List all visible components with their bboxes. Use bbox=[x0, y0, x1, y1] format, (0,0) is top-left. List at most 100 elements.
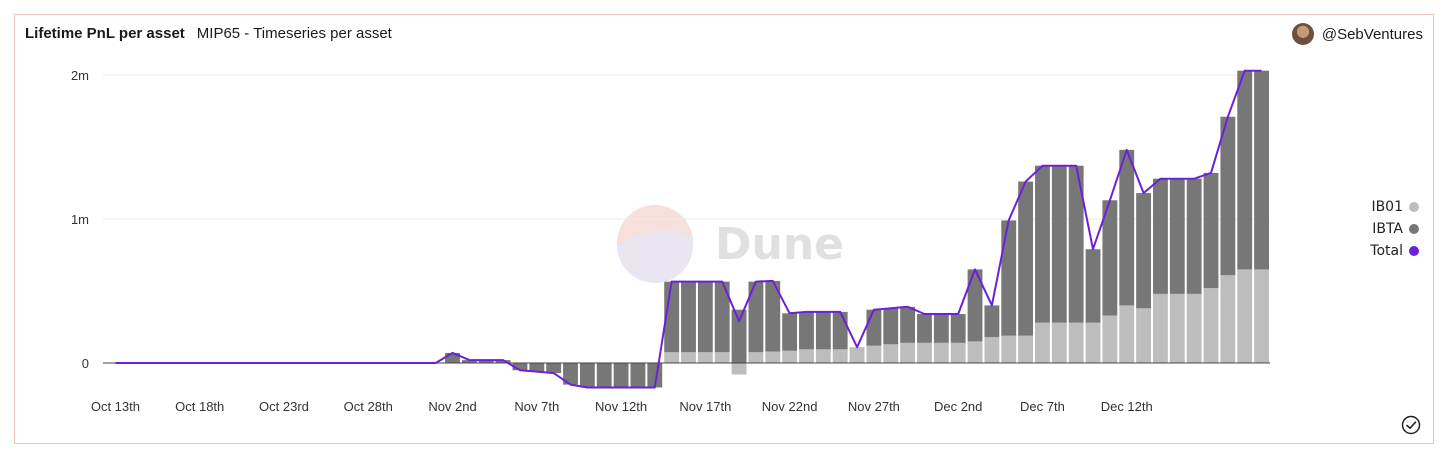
bar-ibta-46 bbox=[883, 308, 899, 345]
bar-ibta-42 bbox=[815, 311, 831, 350]
chart-subtitle: MIP65 - Timeseries per asset bbox=[196, 25, 392, 42]
bar-ibta-58 bbox=[1085, 249, 1101, 323]
bar-ibta-38 bbox=[748, 281, 764, 353]
x-tick-label-8: Nov 22nd bbox=[762, 399, 818, 414]
legend-label-ibta: IBTA bbox=[1372, 221, 1403, 237]
bar-ib01-52 bbox=[984, 337, 1000, 363]
avatar bbox=[1291, 23, 1314, 45]
bar-ibta-60 bbox=[1119, 149, 1135, 306]
bar-ibta-56 bbox=[1051, 165, 1067, 323]
bar-ib01-58 bbox=[1085, 322, 1101, 363]
bar-ib01-34 bbox=[681, 352, 696, 363]
bar-ibta-47 bbox=[900, 306, 916, 343]
bar-ibta-53 bbox=[1001, 220, 1017, 336]
watermark-logo-mid bbox=[617, 230, 694, 284]
chart-title: Lifetime PnL per asset bbox=[25, 25, 185, 42]
bar-ibta-49 bbox=[933, 314, 949, 343]
x-tick-label-2: Oct 23rd bbox=[259, 399, 309, 414]
bar-ib01-64 bbox=[1186, 293, 1202, 363]
bar-ib01-62 bbox=[1153, 293, 1168, 363]
bar-ibta-23 bbox=[495, 360, 511, 363]
bar-ibta-26 bbox=[546, 363, 562, 374]
bar-ibta-64 bbox=[1186, 178, 1202, 294]
bar-ib01-54 bbox=[1018, 335, 1034, 363]
bar-ib01-45 bbox=[866, 345, 882, 363]
bar-ib01-56 bbox=[1051, 322, 1067, 363]
bar-ibta-31 bbox=[630, 363, 646, 388]
y-tick-label-2: 2m bbox=[71, 68, 89, 83]
bar-ib01-42 bbox=[815, 349, 831, 363]
bar-ib01-37 bbox=[731, 363, 747, 375]
bar-ib01-61 bbox=[1136, 308, 1152, 363]
legend-dot-ib01 bbox=[1409, 202, 1419, 212]
bar-ib01-35 bbox=[697, 352, 713, 363]
bar-ibta-67 bbox=[1237, 70, 1253, 270]
legend-item-ib01[interactable]: IB01 bbox=[1371, 199, 1419, 215]
bar-ib01-68 bbox=[1254, 269, 1269, 363]
x-tick-label-12: Dec 12th bbox=[1101, 399, 1153, 414]
check-icon[interactable] bbox=[1401, 415, 1421, 435]
bar-ib01-49 bbox=[933, 342, 949, 363]
bar-ib01-67 bbox=[1237, 269, 1253, 363]
bar-ib01-38 bbox=[748, 352, 764, 363]
bar-ib01-46 bbox=[883, 344, 899, 363]
total-line bbox=[115, 69, 1262, 389]
bar-ibta-28 bbox=[579, 363, 595, 388]
bar-ib01-44 bbox=[849, 347, 865, 363]
legend-dot-total bbox=[1409, 246, 1419, 256]
legend-dot-ibta bbox=[1409, 224, 1419, 234]
bar-ibta-35 bbox=[697, 281, 713, 353]
bar-ibta-55 bbox=[1035, 165, 1050, 323]
bar-ib01-33 bbox=[664, 352, 680, 363]
watermark: Dune bbox=[617, 205, 844, 284]
bar-ibta-40 bbox=[782, 313, 798, 351]
bar-ib01-51 bbox=[967, 341, 983, 363]
bar-ib01-48 bbox=[917, 342, 932, 363]
title-row: Lifetime PnL per asset MIP65 - Timeserie… bbox=[25, 25, 392, 42]
bar-ibta-51 bbox=[967, 269, 983, 342]
bar-ibta-34 bbox=[681, 281, 696, 353]
chart-card: Lifetime PnL per asset MIP65 - Timeserie… bbox=[14, 14, 1434, 444]
bar-ib01-36 bbox=[714, 352, 730, 363]
author-link[interactable]: @SebVentures bbox=[1291, 23, 1423, 45]
legend-item-total[interactable]: Total bbox=[1370, 243, 1419, 259]
legend-item-ibta[interactable]: IBTA bbox=[1372, 221, 1419, 237]
bar-ibta-29 bbox=[596, 363, 612, 388]
bar-ibta-61 bbox=[1136, 193, 1152, 309]
bar-ibta-39 bbox=[765, 280, 781, 352]
legend-label-total: Total bbox=[1370, 243, 1403, 259]
bar-ibta-22 bbox=[478, 360, 494, 363]
bar-ib01-47 bbox=[900, 342, 916, 363]
bar-ibta-21 bbox=[461, 360, 477, 363]
x-tick-label-1: Oct 18th bbox=[175, 399, 224, 414]
x-tick-label-9: Nov 27th bbox=[848, 399, 900, 414]
bar-ibta-41 bbox=[799, 311, 814, 350]
bar-ibta-37 bbox=[731, 309, 747, 363]
bar-ibta-63 bbox=[1169, 178, 1185, 294]
bar-ib01-66 bbox=[1220, 275, 1236, 363]
bar-ib01-39 bbox=[765, 351, 781, 363]
x-tick-label-7: Nov 17th bbox=[679, 399, 731, 414]
bar-ibta-57 bbox=[1068, 165, 1084, 323]
bar-ibta-59 bbox=[1102, 200, 1118, 316]
x-tick-label-6: Nov 12th bbox=[595, 399, 647, 414]
legend-label-ib01: IB01 bbox=[1371, 199, 1403, 215]
bar-ib01-43 bbox=[832, 349, 848, 363]
x-tick-label-0: Oct 13th bbox=[91, 399, 140, 414]
x-tick-label-4: Nov 2nd bbox=[428, 399, 476, 414]
bar-ibta-45 bbox=[866, 309, 882, 346]
bar-ibta-54 bbox=[1018, 181, 1034, 336]
bar-ib01-50 bbox=[950, 342, 966, 363]
legend: IB01 IBTA Total bbox=[1370, 199, 1419, 259]
watermark-text: Dune bbox=[715, 219, 844, 270]
y-tick-label-1: 1m bbox=[71, 212, 89, 227]
bar-ibta-50 bbox=[950, 314, 966, 343]
bar-ib01-60 bbox=[1119, 305, 1135, 363]
bar-ibta-52 bbox=[984, 305, 1000, 338]
bar-ibta-30 bbox=[613, 363, 629, 388]
x-tick-label-10: Dec 2nd bbox=[934, 399, 982, 414]
bar-ib01-40 bbox=[782, 350, 798, 363]
bar-ibta-20 bbox=[445, 352, 460, 363]
bar-ibta-27 bbox=[563, 363, 578, 385]
bar-chart: Dune 0 1m 2m Oct 13th Oct 18th Oct 23rd Oct 28t… bbox=[71, 68, 1270, 414]
